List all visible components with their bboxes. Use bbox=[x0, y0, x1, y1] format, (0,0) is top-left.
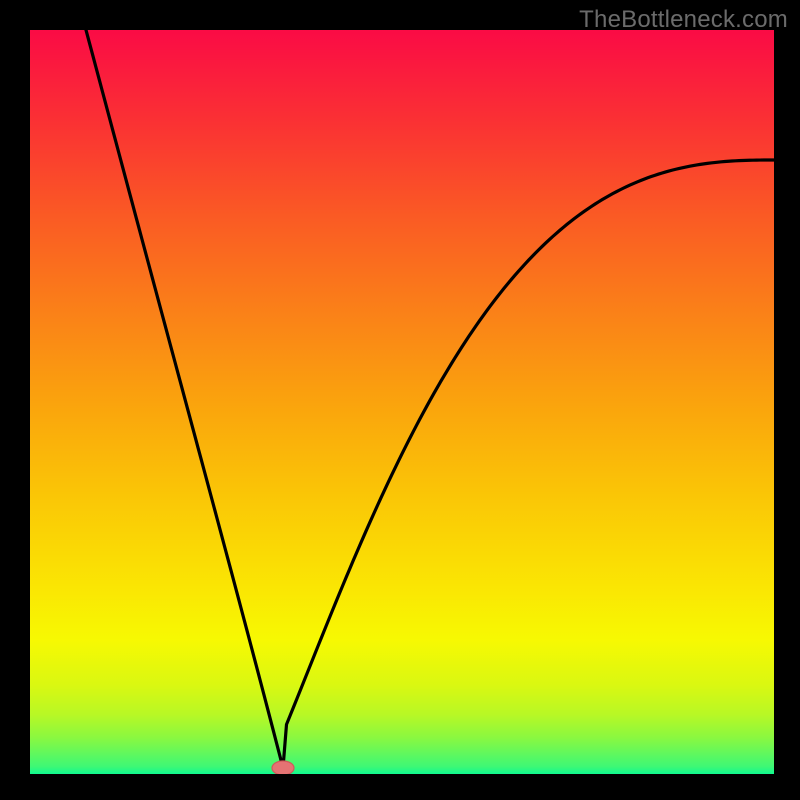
watermark-text: TheBottleneck.com bbox=[579, 6, 788, 34]
optimal-point-marker bbox=[272, 761, 294, 774]
chart-background bbox=[30, 30, 774, 774]
outer-frame: { "watermark": { "text": "TheBottleneck.… bbox=[0, 0, 800, 800]
bottleneck-curve-svg bbox=[30, 30, 774, 774]
chart-area bbox=[30, 30, 774, 774]
